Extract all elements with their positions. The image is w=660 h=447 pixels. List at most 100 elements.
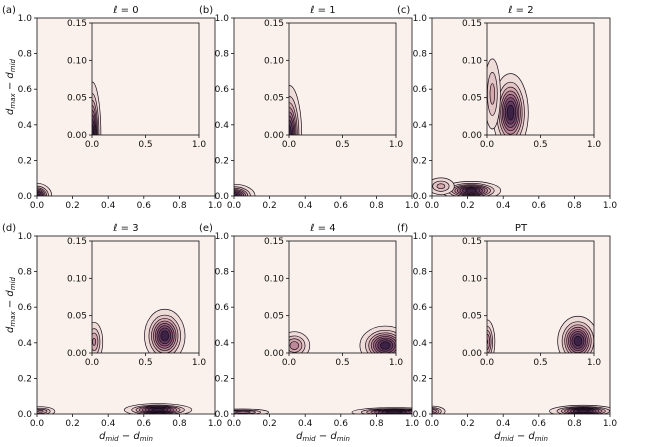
ylabel-minus: − d (5, 72, 16, 94)
title-equals: = (513, 5, 528, 16)
inset-y-tick-label: 0.00 (67, 349, 87, 359)
x-tick-label: 0.0 (425, 419, 440, 429)
inset-contour-0-7 (573, 335, 583, 347)
x-tick-label: 0.4 (496, 419, 511, 429)
inset-contour-0-7 (160, 330, 170, 342)
x-tick-label: 0.8 (567, 419, 582, 429)
main-contours (432, 177, 502, 196)
xlabel-sub: min (140, 435, 153, 443)
main-ticks: 0.0 0.2 0.4 0.6 0.8 1.0 0.0 0.2 0.4 0.6 0.8 1.0 (18, 14, 223, 211)
y-tick-label: 0.6 (18, 303, 33, 313)
inset-y-tick-label: 0.15 (264, 19, 284, 29)
ylabel-minus: − d (5, 290, 16, 312)
inset-1: 0.0 0.5 1.0 0.00 0.05 0.10 0.15 (264, 19, 403, 150)
x-tick-label: 0.4 (298, 419, 313, 429)
inset-y-tick-label: 0.05 (67, 94, 87, 104)
inset-x-tick-label: 0.0 (480, 358, 495, 368)
x-tick-label: 0.6 (334, 201, 349, 211)
panel-0: 0.0 0.2 0.4 0.6 0.8 1.00.00.20.40.60.81.00.0 0… (2, 5, 222, 211)
main-contour-1-3 (235, 410, 251, 414)
x-tick-label: 0.6 (334, 419, 349, 429)
x-tick-label: 0.4 (101, 201, 116, 211)
main-contour-1-3 (37, 410, 44, 413)
xlabel-minus: − d (316, 431, 338, 442)
x-tick-label: 0.4 (298, 201, 313, 211)
main-plot-frame (431, 235, 611, 415)
main-ticks: 0.0 0.2 0.4 0.6 0.8 1.0 0.0 0.2 0.4 0.6 0.8 1.0 (215, 232, 420, 429)
inset-x-tick-label: 0.5 (533, 140, 547, 150)
y-tick-label: 0.4 (215, 339, 230, 349)
panel-title: PT (515, 223, 528, 234)
panel-label: (f) (397, 223, 408, 234)
y-axis-label: dmax − dmid (5, 58, 17, 114)
inset-x-tick-label: 0.0 (85, 358, 100, 368)
y-tick-label: 0.6 (18, 85, 33, 95)
title-symbol: ℓ (508, 5, 512, 16)
x-tick-label: 1.0 (208, 201, 223, 211)
ylabel-d: d (5, 108, 16, 115)
y-tick-label: 0.8 (215, 268, 230, 278)
x-tick-label: 1.0 (405, 419, 420, 429)
inset-y-tick-label: 0.10 (67, 56, 87, 66)
panel-label: (c) (397, 5, 410, 16)
y-tick-label: 0.8 (18, 268, 33, 278)
inset-5: 0.0 0.5 1.0 0.00 0.05 0.10 0.15 (462, 237, 601, 368)
inset-y-tick-label: 0.10 (462, 56, 482, 66)
title-value: PT (515, 223, 528, 234)
y-tick-label: 1.0 (215, 232, 230, 242)
y-tick-label: 0.4 (215, 121, 230, 131)
panel-5: 0.0 0.2 0.4 0.6 0.8 1.00.00.20.40.60.81.00.0 0… (397, 223, 617, 443)
inset-x-tick-label: 1.0 (587, 358, 602, 368)
inset-y-tick-label: 0.00 (67, 131, 87, 141)
x-tick-label: 0.8 (369, 419, 384, 429)
inset-y-tick-label: 0.15 (462, 237, 482, 247)
x-tick-label: 0.8 (567, 201, 582, 211)
panel-3: 0.0 0.2 0.4 0.6 0.8 1.00.00.20.40.60.81.00.0 0… (2, 223, 222, 443)
title-symbol: ℓ (310, 5, 314, 16)
y-tick-label: 1.0 (413, 232, 428, 242)
y-tick-label: 0.8 (215, 50, 230, 60)
main-contour-0-7 (234, 193, 239, 196)
inset-x-tick-label: 1.0 (192, 140, 207, 150)
panel-label: (e) (199, 223, 213, 234)
x-tick-label: 1.0 (603, 419, 618, 429)
inset-y-tick-label: 0.10 (264, 56, 284, 66)
title-value: 4 (329, 223, 335, 234)
main-ticks: 0.0 0.2 0.4 0.6 0.8 1.0 0.0 0.2 0.4 0.6 0.8 1.0 (413, 232, 618, 429)
inset-x-tick-label: 0.5 (138, 140, 152, 150)
inset-x-tick-label: 0.0 (480, 140, 495, 150)
x-tick-label: 0.6 (137, 201, 152, 211)
inset-x-tick-label: 0.5 (138, 358, 152, 368)
panel-title: ℓ = 1 (310, 5, 335, 16)
y-tick-label: 0.0 (18, 410, 33, 420)
x-tick-label: 0.0 (30, 201, 45, 211)
inset-y-tick-label: 0.05 (462, 94, 482, 104)
y-axis-label: dmax − dmid (5, 276, 17, 332)
y-tick-label: 0.2 (413, 374, 427, 384)
inset-y-tick-label: 0.15 (67, 19, 87, 29)
xlabel-sub: mid (105, 435, 119, 443)
main-contour-0-7 (465, 188, 478, 193)
inset-contour-1-2 (489, 83, 496, 105)
x-axis-label: dmid − dmin (99, 431, 153, 443)
title-value: 0 (132, 5, 138, 16)
x-tick-label: 0.0 (227, 419, 242, 429)
panel-label: (b) (199, 5, 213, 16)
inset-x-tick-label: 1.0 (192, 358, 207, 368)
inset-4: 0.0 0.5 1.0 0.00 0.05 0.10 0.15 (264, 237, 403, 368)
x-tick-label: 1.0 (405, 201, 420, 211)
main-contours (37, 403, 193, 414)
title-symbol: ℓ (310, 223, 314, 234)
y-tick-label: 0.4 (413, 339, 428, 349)
x-tick-label: 0.2 (460, 201, 474, 211)
title-value: 2 (527, 5, 533, 16)
x-tick-label: 0.2 (262, 419, 276, 429)
panel-label: (d) (2, 223, 16, 234)
x-tick-label: 0.4 (496, 201, 511, 211)
title-equals: = (118, 5, 133, 16)
y-tick-label: 0.8 (413, 50, 428, 60)
main-plot-frame (233, 17, 413, 197)
y-tick-label: 0.0 (215, 410, 230, 420)
inset-y-tick-label: 0.15 (462, 19, 482, 29)
inset-x-tick-label: 1.0 (587, 140, 602, 150)
